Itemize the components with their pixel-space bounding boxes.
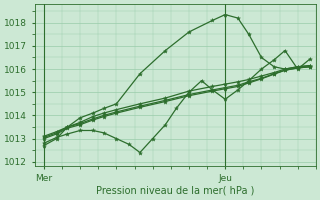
X-axis label: Pression niveau de la mer( hPa ): Pression niveau de la mer( hPa )	[96, 186, 254, 196]
